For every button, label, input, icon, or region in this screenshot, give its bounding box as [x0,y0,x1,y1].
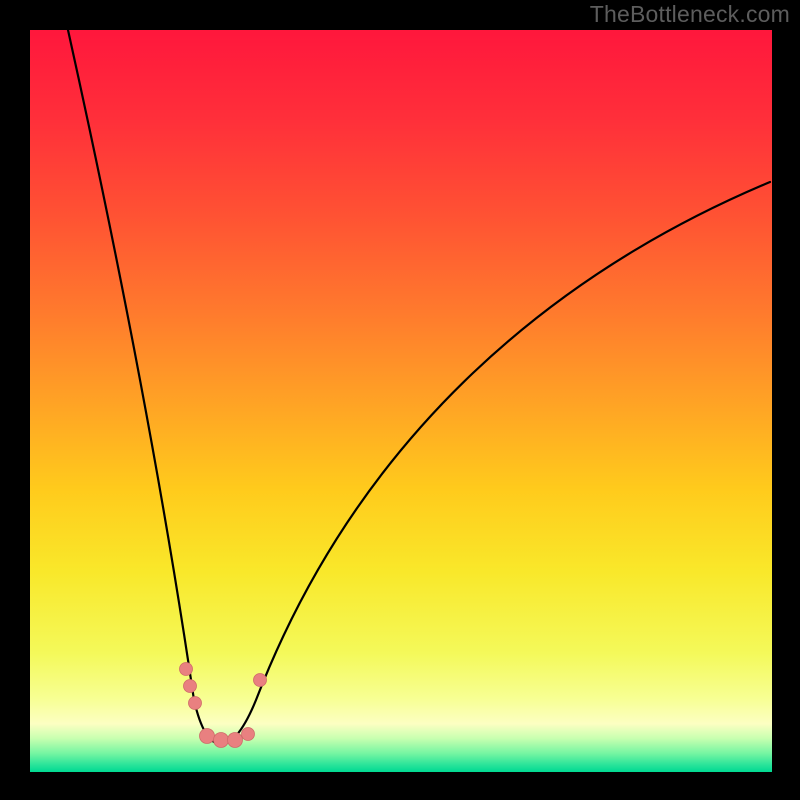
curve-path [68,30,770,744]
sample-marker [214,733,229,748]
gradient-plot-area [30,30,772,772]
canvas-frame: TheBottleneck.com [0,0,800,800]
sample-marker [189,697,202,710]
sample-marker [184,680,197,693]
watermark-text: TheBottleneck.com [590,1,790,28]
sample-marker [180,663,193,676]
sample-markers-layer [30,30,772,772]
sample-marker [200,729,215,744]
sample-marker [242,728,255,741]
bottleneck-curve [30,30,772,772]
sample-marker [228,733,243,748]
sample-marker [254,674,267,687]
